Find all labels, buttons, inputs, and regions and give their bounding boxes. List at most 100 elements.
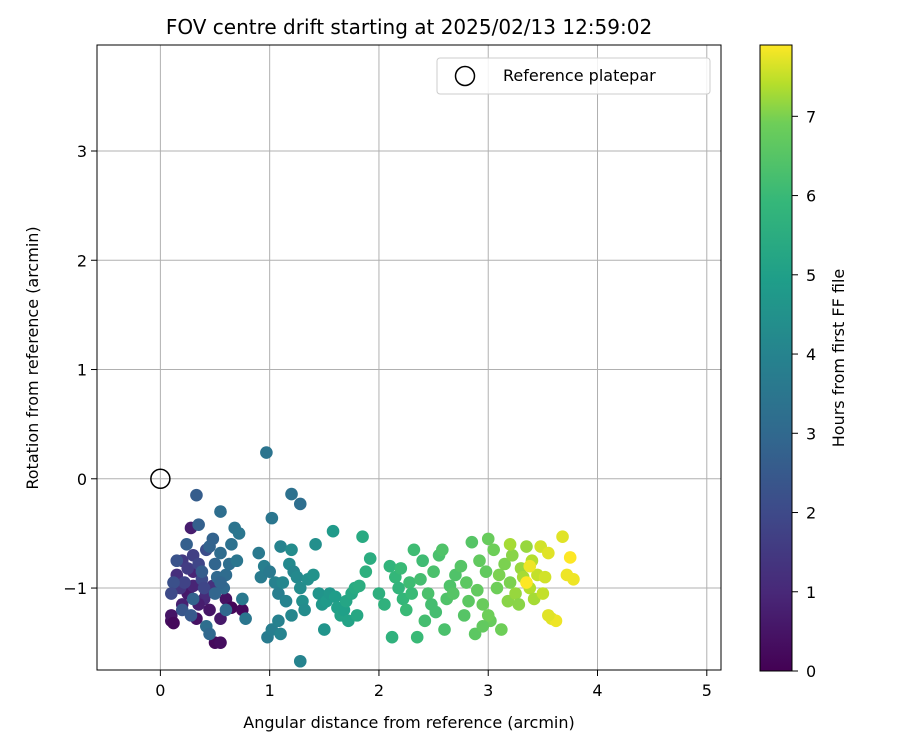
data-point <box>567 573 580 586</box>
legend-label-reference: Reference platepar <box>503 66 656 85</box>
data-point <box>276 576 290 589</box>
data-point <box>190 488 203 502</box>
data-point <box>225 538 238 551</box>
data-point <box>260 446 273 459</box>
data-point <box>421 587 435 600</box>
data-point <box>318 623 331 636</box>
x-tick-label: 0 <box>155 681 165 700</box>
data-point <box>279 594 293 608</box>
data-point <box>206 532 220 546</box>
colorbar-ticks: 0 1 2 3 4 5 6 7 <box>792 107 816 681</box>
plot-frame <box>96 44 722 671</box>
data-point <box>492 568 506 582</box>
data-point <box>214 576 227 589</box>
data-point <box>468 627 482 641</box>
data-point <box>170 554 184 568</box>
colorbar-tick-label: 5 <box>806 266 816 285</box>
chart-title: FOV centre drift starting at 2025/02/13 … <box>166 15 652 39</box>
data-point <box>293 497 307 511</box>
data-point <box>359 565 373 578</box>
data-point <box>457 609 471 622</box>
y-tick-label: 3 <box>77 142 87 161</box>
data-point <box>405 587 419 600</box>
data-point <box>523 559 537 573</box>
x-tick-label: 4 <box>592 681 602 700</box>
data-point <box>214 636 227 649</box>
data-point <box>520 576 533 589</box>
y-axis-label: Rotation from reference (arcmin) <box>23 226 42 489</box>
colorbar-tick-label: 3 <box>806 424 816 443</box>
data-point <box>460 576 473 589</box>
data-point <box>285 609 298 622</box>
data-point <box>538 570 552 584</box>
data-point <box>556 530 569 543</box>
data-point <box>293 581 307 595</box>
y-tick-label: −1 <box>63 579 87 598</box>
x-axis-label: Angular distance from reference (arcmin) <box>243 713 574 732</box>
data-point <box>418 614 432 628</box>
data-point <box>290 570 304 584</box>
data-point <box>263 565 276 578</box>
data-point <box>410 630 424 644</box>
data-point <box>186 592 200 606</box>
legend-box <box>436 57 711 95</box>
data-point <box>503 576 517 589</box>
data-point <box>192 518 205 531</box>
data-point <box>383 559 397 573</box>
data-point <box>203 603 216 617</box>
data-point <box>465 535 479 549</box>
data-point <box>326 524 340 538</box>
data-point <box>307 568 320 582</box>
data-point <box>438 623 451 636</box>
data-point <box>265 511 279 525</box>
x-tick-label: 3 <box>483 681 493 700</box>
data-point <box>285 487 298 501</box>
data-point <box>487 543 500 557</box>
data-point <box>563 551 577 564</box>
reference-platepar-marker <box>150 468 171 490</box>
data-point <box>481 532 495 546</box>
data-point <box>274 540 287 553</box>
data-point <box>285 543 298 557</box>
data-point <box>272 587 285 600</box>
data-point <box>167 616 180 630</box>
data-point <box>363 552 377 565</box>
data-point <box>309 538 322 551</box>
data-point <box>195 565 209 578</box>
data-point <box>392 581 405 595</box>
colorbar: 0 1 2 3 4 5 6 7 Hours from first FF file <box>759 44 848 681</box>
data-point <box>197 581 211 595</box>
data-point <box>208 587 222 600</box>
data-point <box>436 543 449 557</box>
data-point <box>495 623 508 636</box>
data-point <box>454 559 468 573</box>
data-point <box>352 579 366 593</box>
colorbar-tick-label: 7 <box>806 107 816 126</box>
data-point <box>378 598 391 611</box>
x-tick-label: 5 <box>702 681 712 700</box>
data-point <box>473 554 486 568</box>
colorbar-tick-label: 0 <box>806 662 816 681</box>
data-point <box>476 598 490 611</box>
data-point <box>230 554 244 568</box>
data-point <box>328 590 342 604</box>
data-point <box>403 576 416 589</box>
x-axis-ticks: 0 1 2 3 4 5 <box>155 670 712 700</box>
data-point <box>232 527 246 540</box>
data-point <box>312 587 326 600</box>
colorbar-tick-label: 4 <box>806 345 816 364</box>
data-point <box>407 543 421 557</box>
data-point <box>214 546 227 560</box>
colorbar-tick-label: 6 <box>806 187 816 206</box>
data-point <box>180 538 193 551</box>
data-point <box>476 619 490 633</box>
data-point <box>501 594 515 608</box>
data-point <box>490 581 504 595</box>
data-point <box>184 609 198 622</box>
data-point <box>372 587 386 600</box>
data-point <box>394 562 408 575</box>
legend-marker-reference <box>454 65 476 87</box>
data-point <box>208 557 222 571</box>
